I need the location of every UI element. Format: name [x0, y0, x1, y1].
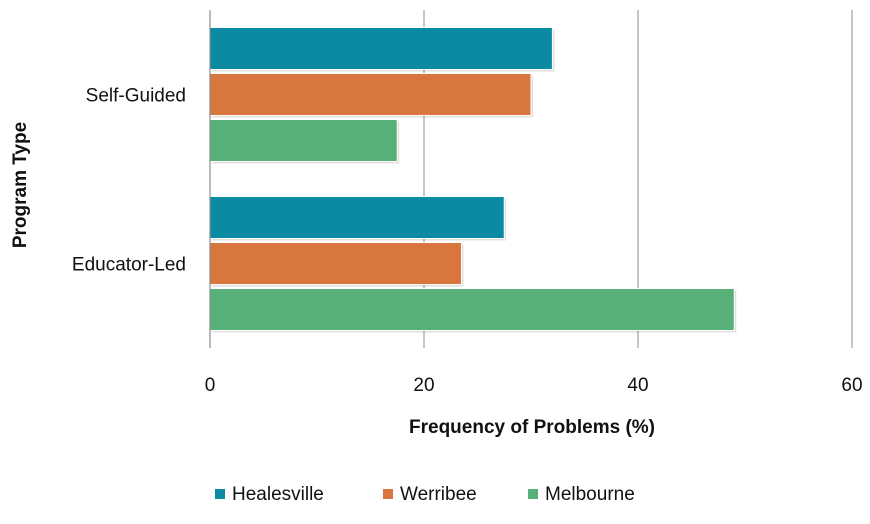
bar-healesville-educator-led: [209, 196, 505, 239]
legend-swatch-healesville: [215, 489, 225, 499]
bars-layer: [209, 27, 737, 333]
bar-melbourne-educator-led: [209, 288, 735, 331]
legend: Healesville Werribee Melbourne: [215, 484, 635, 505]
x-axis-title: Frequency of Problems (%): [409, 417, 655, 438]
bar-healesville-self-guided: [209, 27, 553, 70]
x-tick-label: 40: [627, 375, 648, 396]
category-label: Educator-Led: [72, 255, 186, 276]
legend-label: Werribee: [400, 484, 477, 505]
y-axis-title: Program Type: [10, 122, 31, 248]
category-label: Self-Guided: [86, 86, 186, 107]
legend-label: Healesville: [232, 484, 324, 505]
x-tick-label: 60: [841, 375, 862, 396]
bar-melbourne-self-guided: [209, 119, 398, 162]
x-tick-label: 0: [205, 375, 216, 396]
legend-label: Melbourne: [545, 484, 635, 505]
bar-werribee-educator-led: [209, 242, 462, 285]
legend-swatch-melbourne: [528, 489, 538, 499]
legend-swatch-werribee: [383, 489, 393, 499]
bar-werribee-self-guided: [209, 73, 532, 116]
axis-layer: 0 20 40 60 Self-Guided Educator-Led: [72, 10, 863, 396]
x-tick-label: 20: [413, 375, 434, 396]
